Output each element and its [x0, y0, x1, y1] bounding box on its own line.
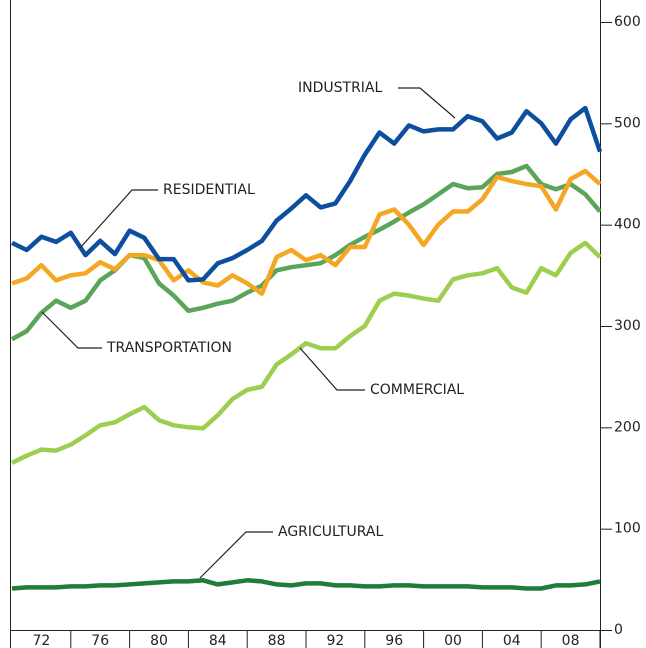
series-label: RESIDENTIAL	[163, 182, 255, 198]
y-tick-label: 600	[614, 14, 641, 30]
series-label: AGRICULTURAL	[278, 524, 383, 540]
x-tick-label: 08	[562, 633, 580, 648]
leader-line	[79, 189, 158, 249]
x-tick-label: 76	[91, 633, 109, 648]
x-tick-label: 88	[268, 633, 286, 648]
leader-line	[398, 87, 456, 119]
series-label: TRANSPORTATION	[106, 340, 232, 356]
y-tick-label: 200	[614, 419, 641, 435]
x-tick-label: 00	[444, 633, 462, 648]
y-tick-label: 100	[614, 521, 641, 537]
series-line	[11, 105, 603, 283]
series-line	[11, 240, 602, 465]
x-tick-label: 80	[150, 633, 168, 648]
y-tick-label: 0	[614, 622, 623, 638]
x-tick-label: 04	[503, 633, 521, 648]
x-tick-label: 96	[385, 633, 403, 648]
leader-line	[41, 311, 102, 349]
leader-line	[199, 531, 273, 579]
series-line	[11, 578, 601, 591]
x-tick-label: 84	[209, 633, 227, 648]
y-tick-label: 400	[614, 217, 641, 233]
x-tick-label: 72	[32, 633, 50, 648]
series-line	[11, 168, 602, 296]
series-label: COMMERCIAL	[370, 382, 464, 398]
series-label: INDUSTRIAL	[298, 80, 383, 96]
y-tick-label: 300	[614, 318, 641, 334]
x-tick-label: 92	[326, 633, 344, 648]
series-line	[10, 163, 602, 342]
leader-line	[299, 347, 365, 391]
y-tick-label: 500	[614, 115, 641, 131]
